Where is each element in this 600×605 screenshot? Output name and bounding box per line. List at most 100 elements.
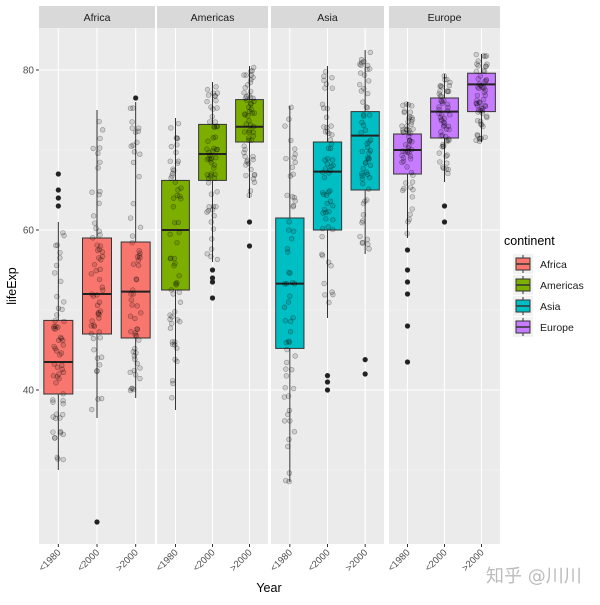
jitter-point — [407, 156, 414, 162]
jitter-point — [97, 159, 103, 165]
jitter-point — [361, 85, 367, 92]
jitter-point — [481, 89, 487, 96]
jitter-point — [204, 251, 210, 257]
jitter-point — [290, 204, 296, 210]
jitter-point — [58, 278, 64, 285]
jitter-point — [330, 226, 336, 233]
jitter-point — [214, 123, 220, 129]
box-europe-2 — [467, 51, 496, 145]
facet-strip-label: Africa — [84, 12, 111, 24]
jitter-point — [284, 359, 290, 366]
jitter-point — [437, 93, 444, 99]
jitter-point — [359, 239, 366, 246]
jitter-point — [366, 112, 373, 118]
jitter-point — [167, 158, 173, 164]
jitter-point — [405, 148, 411, 154]
jitter-point — [436, 91, 442, 97]
facet-strip — [39, 6, 155, 28]
jitter-point — [56, 352, 63, 358]
jitter-point — [205, 138, 211, 144]
jitter-point — [283, 339, 289, 346]
jitter-point — [99, 249, 106, 255]
jitter-point — [408, 169, 415, 176]
outlier-point — [441, 219, 448, 225]
jitter-point — [91, 261, 98, 268]
jitter-point — [177, 193, 183, 199]
jitter-point — [97, 243, 104, 249]
jitter-point — [483, 53, 490, 59]
jitter-point — [438, 98, 444, 104]
jitter-point — [243, 121, 249, 127]
jitter-point — [482, 134, 488, 140]
box — [82, 237, 112, 335]
jitter-point — [249, 110, 255, 116]
jitter-point — [241, 149, 247, 156]
jitter-point — [54, 242, 61, 248]
jitter-point — [484, 61, 490, 67]
jitter-point — [130, 159, 137, 166]
jitter-point — [445, 123, 452, 130]
jitter-point — [359, 173, 365, 179]
jitter-point — [209, 206, 216, 213]
jitter-point — [250, 129, 256, 135]
jitter-point — [60, 230, 66, 236]
jitter-point — [242, 146, 248, 153]
jitter-point — [402, 149, 409, 155]
box — [430, 97, 459, 139]
outlier-point — [404, 279, 411, 285]
jitter-point — [170, 195, 177, 201]
jitter-point — [130, 386, 137, 393]
jitter-point — [245, 82, 251, 88]
jitter-point — [60, 337, 66, 344]
jitter-point — [53, 323, 59, 329]
jitter-point — [130, 261, 137, 267]
jitter-point — [323, 216, 329, 222]
jitter-point — [207, 173, 214, 179]
jitter-point — [167, 255, 173, 262]
jitter-point — [286, 219, 292, 225]
jitter-point — [285, 443, 291, 450]
jitter-point — [130, 142, 136, 148]
jitter-point — [405, 130, 412, 136]
jitter-point — [135, 128, 142, 135]
jitter-point — [206, 119, 213, 125]
box-europe-0 — [393, 101, 422, 365]
jitter-point — [289, 366, 295, 373]
jitter-point — [330, 162, 336, 169]
jitter-point — [363, 160, 369, 166]
jitter-point — [474, 100, 480, 107]
jitter-point — [407, 109, 414, 115]
jitter-point — [249, 68, 255, 74]
jitter-point — [173, 282, 179, 288]
jitter-point — [127, 313, 134, 319]
facet-panel-europe: Europe <1980 <2000 >2000 — [386, 6, 500, 574]
jitter-point — [366, 174, 373, 181]
box-africa-0 — [43, 171, 74, 470]
jitter-point — [286, 470, 293, 476]
facet-strip-label: Europe — [428, 12, 462, 24]
legend-label: Africa — [540, 259, 567, 271]
jitter-point — [283, 477, 289, 484]
jitter-point — [169, 170, 176, 177]
jitter-point — [410, 172, 416, 178]
jitter-point — [61, 318, 67, 325]
jitter-point — [97, 135, 103, 142]
jitter-point — [208, 219, 214, 225]
jitter-point — [174, 279, 180, 286]
jitter-point — [474, 132, 480, 138]
jitter-point — [404, 127, 410, 133]
jitter-point — [167, 231, 173, 238]
jitter-point — [321, 191, 327, 198]
jitter-point — [441, 115, 448, 122]
jitter-point — [208, 155, 215, 161]
jitter-point — [405, 219, 411, 225]
jitter-point — [248, 101, 254, 107]
jitter-point — [246, 192, 252, 198]
outlier-point — [246, 243, 253, 249]
jitter-point — [292, 151, 298, 157]
jitter-point — [288, 104, 294, 111]
jitter-point — [407, 130, 414, 136]
jitter-point — [401, 108, 408, 114]
jitter-point — [475, 63, 481, 69]
jitter-point — [438, 129, 444, 135]
